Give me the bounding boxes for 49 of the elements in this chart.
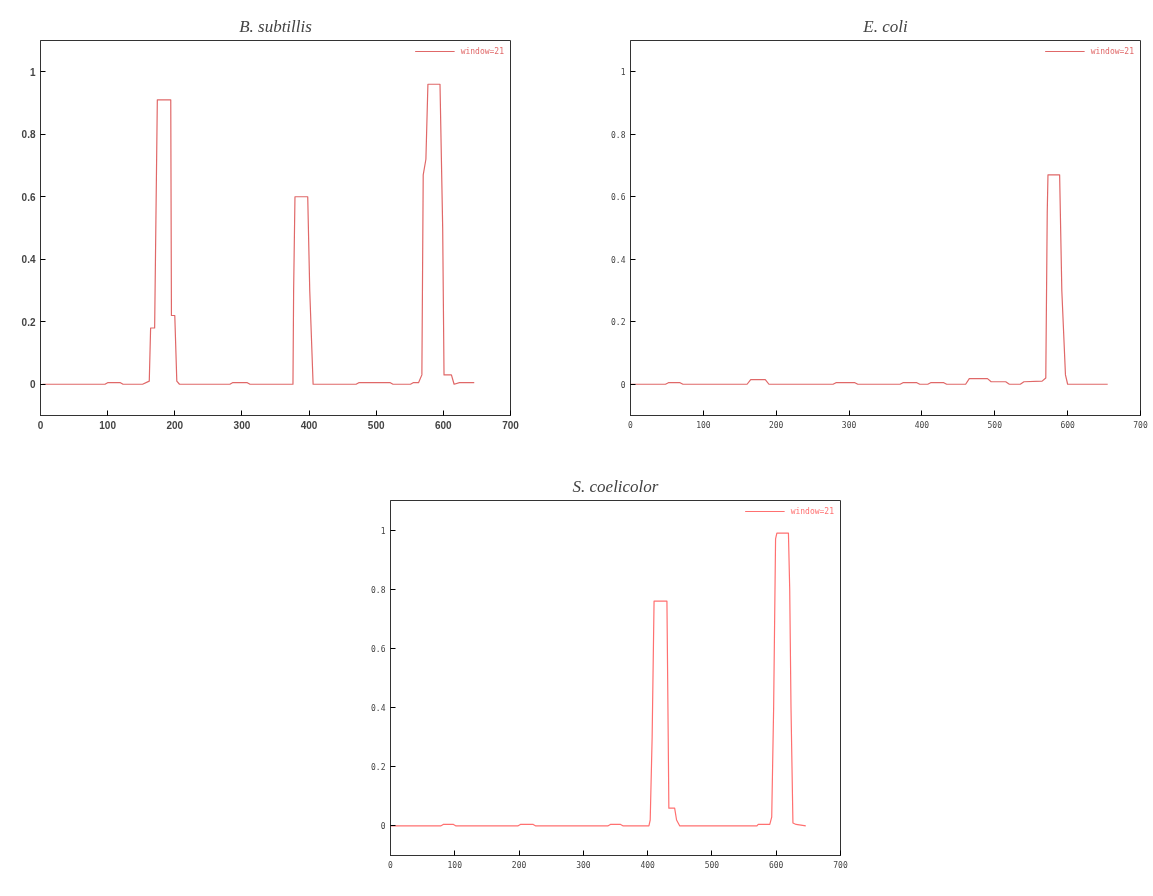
y-tick-label: 0.4: [611, 255, 626, 265]
x-tick-label: 0: [628, 420, 634, 430]
y-tick-label: 0.2: [611, 318, 626, 328]
x-tick-label: 400: [300, 419, 318, 431]
y-tick-label: 1: [29, 66, 36, 78]
x-tick-label: 200: [511, 860, 527, 870]
y-tick-label: 0.8: [371, 585, 386, 595]
y-tick-label: 0: [620, 380, 626, 390]
x-tick-label: 200: [768, 420, 784, 430]
x-tick-label: 700: [502, 419, 520, 431]
y-tick-label: 0: [380, 822, 386, 832]
x-tick-label: 200: [166, 419, 184, 431]
legend-label: window=21: [460, 46, 504, 56]
y-tick-label: 1: [380, 526, 386, 536]
x-tick-label: 500: [704, 860, 720, 870]
x-tick-label: 400: [640, 860, 656, 870]
x-tick-label: 400: [914, 420, 930, 430]
chart-title: S. coelicolor: [572, 476, 659, 496]
y-tick-label: 0.6: [611, 193, 626, 203]
line-series: [390, 532, 807, 827]
y-tick-label: 0.2: [371, 763, 386, 773]
y-tick-label: 0.8: [21, 129, 36, 141]
x-tick-label: 600: [768, 860, 784, 870]
x-tick-label: 600: [435, 419, 453, 431]
chart-title: B. subtillis: [239, 16, 313, 36]
y-tick-label: 1: [620, 68, 626, 78]
x-tick-label: 300: [576, 860, 591, 870]
x-tick-label: 100: [99, 419, 117, 431]
legend-label: window=21: [1090, 46, 1134, 56]
y-tick-label: 0.4: [21, 254, 36, 266]
y-tick-label: 0.4: [371, 704, 386, 714]
x-tick-label: 300: [841, 420, 857, 430]
x-tick-label: 0: [37, 419, 44, 431]
x-tick-label: 700: [1133, 420, 1148, 430]
x-tick-label: 500: [367, 419, 385, 431]
y-tick-label: 0.2: [21, 316, 36, 328]
x-tick-label: 100: [447, 860, 463, 870]
x-tick-label: 0: [388, 860, 394, 870]
x-tick-label: 600: [1060, 420, 1076, 430]
chart-title: E. coli: [862, 16, 908, 36]
y-tick-label: 0: [29, 379, 36, 391]
y-tick-label: 0.8: [611, 130, 626, 140]
y-tick-label: 0.6: [371, 644, 386, 654]
x-tick-label: 700: [833, 860, 848, 870]
legend-label: window=21: [790, 506, 834, 516]
x-tick-label: 100: [696, 420, 711, 430]
y-tick-label: 0.6: [21, 191, 36, 203]
x-tick-label: 500: [987, 420, 1003, 430]
x-tick-label: 300: [233, 419, 251, 431]
